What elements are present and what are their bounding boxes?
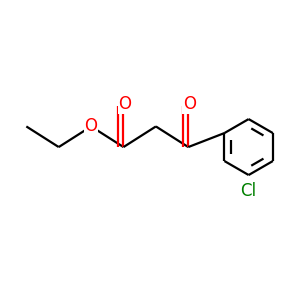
Text: O: O (85, 117, 98, 135)
Text: Cl: Cl (241, 182, 257, 200)
Text: O: O (183, 95, 196, 113)
Text: O: O (118, 95, 131, 113)
